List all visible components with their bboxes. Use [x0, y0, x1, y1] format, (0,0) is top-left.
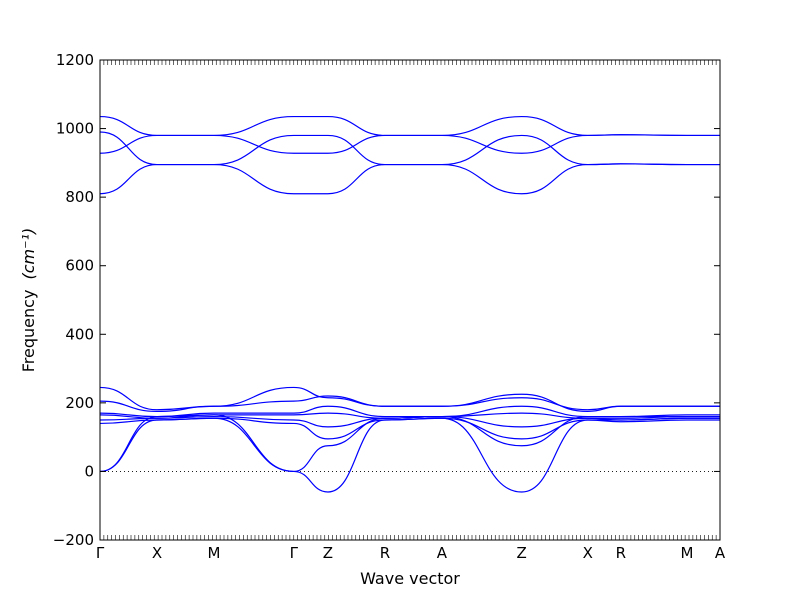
x-axis-label: Wave vector: [360, 569, 460, 588]
y-tick-label: 200: [65, 394, 94, 412]
band-line-1: [99, 115, 720, 137]
x-tick-label: R: [616, 544, 626, 562]
band-line-11: [99, 414, 720, 473]
y-axis-label-unit: (cm⁻¹): [19, 228, 38, 280]
band-line-6: [99, 393, 720, 413]
x-tick-label: A: [437, 544, 448, 562]
plot-layer: [99, 115, 720, 493]
band-line-3: [99, 134, 720, 154]
band-line-12: [99, 417, 720, 493]
band-line-4: [99, 163, 720, 195]
y-axis-label-text: Frequency: [19, 290, 38, 373]
y-tick-label: 600: [65, 257, 94, 275]
band-line-2: [99, 131, 720, 166]
y-tick-label: 1200: [56, 51, 94, 69]
band-line-10: [99, 417, 720, 440]
x-tick-label: Z: [517, 544, 527, 562]
y-tick-label: 1000: [56, 120, 94, 138]
plot-frame: [99, 59, 721, 541]
x-tick-label: M: [207, 544, 220, 562]
x-tick-label: R: [380, 544, 390, 562]
axes-layer: −200 0 200 400 600 800 1000 1200 Γ X M Γ Z R A Z X R M A: [53, 51, 726, 562]
x-tick-label: Z: [323, 544, 333, 562]
x-tick-label: A: [715, 544, 726, 562]
y-axis-label: Frequency (cm⁻¹): [19, 228, 38, 372]
x-tick-label: X: [152, 544, 162, 562]
y-tick-label: 800: [65, 188, 94, 206]
x-tick-label: Γ: [290, 544, 299, 562]
y-tick-label: −200: [53, 531, 94, 549]
x-tick-label: M: [680, 544, 693, 562]
x-tick-label: X: [583, 544, 593, 562]
y-tick-label: 400: [65, 325, 94, 343]
y-tick-label: 0: [84, 462, 94, 480]
x-tick-label: Γ: [96, 544, 105, 562]
